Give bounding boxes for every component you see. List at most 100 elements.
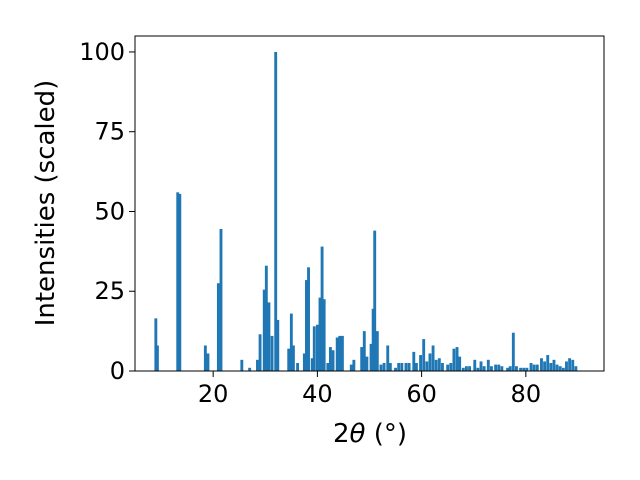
bar-8 (240, 359, 244, 371)
bar-74 (476, 367, 480, 371)
bar-42 (369, 343, 373, 371)
bar-97 (555, 364, 559, 371)
bar-101 (568, 358, 572, 371)
bar-55 (412, 351, 416, 371)
bar-71 (464, 366, 468, 371)
y-tick-label-0: 0 (110, 357, 125, 385)
bar-52 (400, 363, 404, 371)
bar-77 (486, 359, 490, 371)
bar-85 (515, 366, 518, 371)
bar-35 (338, 335, 342, 371)
x-tick-label-1: 40 (302, 380, 333, 408)
bar-40 (362, 331, 366, 371)
bar-61 (431, 345, 435, 371)
bar-63 (437, 358, 441, 371)
bar-12 (262, 289, 266, 371)
bar-54 (407, 363, 411, 371)
bar-94 (546, 355, 550, 371)
x-tick-label-0: 20 (198, 380, 229, 408)
bar-29 (320, 246, 324, 371)
y-tick-label-4: 100 (79, 38, 125, 66)
bar-13 (264, 265, 268, 371)
bar-86 (519, 367, 523, 371)
x-axis-ticks: 20 40 60 80 (198, 371, 541, 408)
bar-22 (302, 353, 306, 371)
bar-49 (388, 363, 392, 371)
bar-31 (326, 363, 330, 371)
y-tick-label-1: 25 (94, 277, 125, 305)
bar-20 (291, 345, 295, 371)
bar-23 (305, 280, 308, 371)
bar-66 (449, 363, 453, 371)
bar-76 (482, 366, 486, 371)
bar-82 (506, 367, 510, 371)
bar-21 (296, 363, 300, 371)
bar-65 (446, 364, 450, 371)
bar-80 (497, 364, 501, 371)
bar-45 (375, 331, 379, 371)
x-tick-label-2: 60 (406, 380, 437, 408)
bar-91 (535, 364, 539, 371)
bar-43 (371, 308, 375, 371)
bar-24 (307, 267, 310, 371)
bar-33 (331, 350, 335, 371)
plot-frame (134, 35, 605, 372)
bar-32 (328, 347, 332, 371)
bar-30 (322, 299, 326, 371)
bar-75 (479, 361, 483, 371)
bar-60 (428, 353, 432, 371)
y-axis-ticks: 0 25 50 75 100 (79, 38, 135, 385)
bar-1 (155, 345, 159, 371)
y-tick-label-3: 75 (94, 118, 125, 146)
bar-50 (394, 367, 397, 371)
bar-102 (571, 359, 575, 371)
bar-81 (500, 366, 504, 371)
bar-100 (565, 361, 568, 371)
x-tick-label-3: 80 (511, 380, 542, 408)
bar-98 (558, 366, 562, 371)
bar-48 (386, 345, 390, 371)
bar-2 (176, 192, 180, 371)
bar-103 (574, 366, 578, 371)
bar-79 (494, 364, 498, 371)
bar-18 (287, 348, 291, 371)
bar-44 (373, 230, 377, 371)
x-axis-label-unit: (°) (365, 419, 407, 449)
bar-67 (452, 348, 456, 371)
bar-6 (216, 283, 220, 371)
bar-57 (419, 355, 423, 371)
bar-11 (258, 334, 262, 371)
bar-51 (397, 363, 401, 371)
bar-78 (490, 366, 493, 371)
bar-47 (382, 363, 386, 371)
bar-83 (508, 366, 512, 371)
bar-56 (414, 363, 418, 371)
bar-68 (455, 347, 459, 371)
bar-93 (543, 361, 547, 371)
bar-36 (340, 335, 344, 371)
bar-73 (473, 359, 477, 371)
bar-19 (289, 313, 293, 371)
bar-99 (561, 367, 565, 371)
bar-70 (461, 367, 465, 371)
bar-16 (274, 51, 278, 371)
bar-69 (458, 356, 462, 371)
bar-26 (312, 326, 316, 371)
bar-95 (549, 363, 553, 371)
bar-39 (360, 347, 364, 371)
bar-87 (522, 367, 526, 371)
bar-7 (219, 229, 223, 371)
bar-84 (511, 332, 515, 371)
bar-46 (379, 364, 383, 371)
bar-5 (206, 353, 210, 371)
bar-59 (425, 361, 429, 371)
x-axis-label-prefix: 2 (333, 419, 350, 449)
bar-25 (310, 358, 314, 371)
bar-3 (178, 193, 182, 371)
y-axis-label: Intensities (scaled) (31, 80, 61, 327)
bar-64 (441, 363, 444, 371)
y-tick-label-2: 50 (94, 197, 125, 225)
bar-72 (468, 366, 471, 371)
bar-90 (532, 364, 536, 371)
